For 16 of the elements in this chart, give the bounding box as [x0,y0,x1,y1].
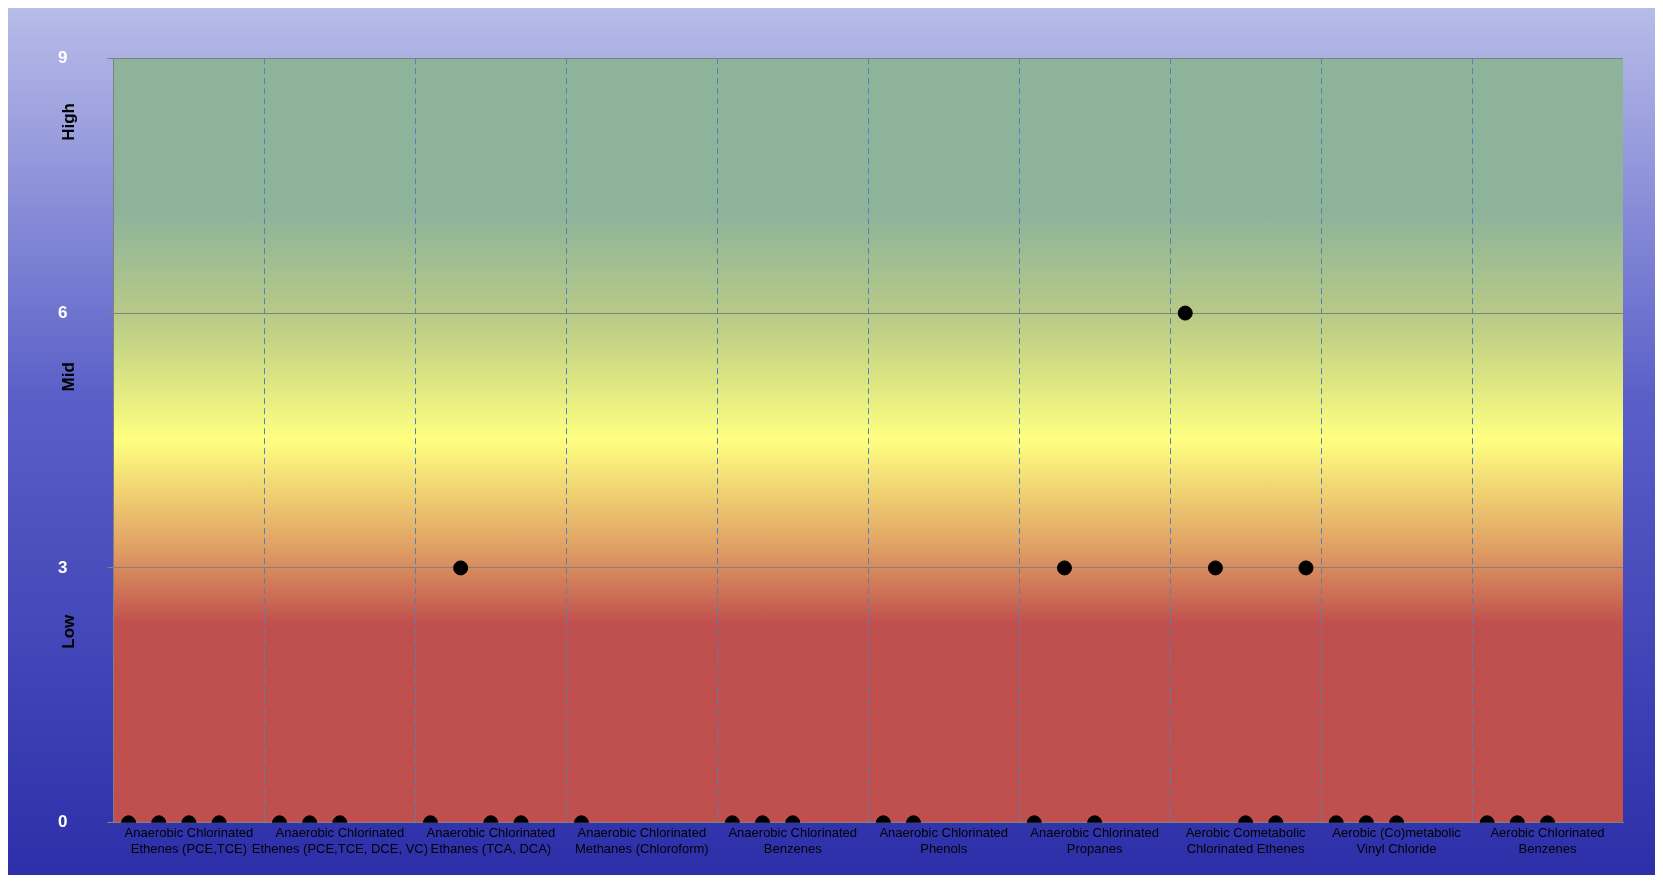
x-tick-label: Aerobic Cometabolic Chlorinated Ethenes [1185,825,1307,856]
text: High [59,103,79,141]
y-tick-label: 9 [57,47,68,67]
x-tick-label: Anaerobic Chlorinated Propanes [1030,825,1159,856]
text: Low [59,613,79,649]
x-tick-label: Anaerobic Chlorinated Ethanes (TCA, DCA) [426,825,556,856]
y-tick-label: 6 [57,302,68,322]
x-tick-label: Anaerobic Chlorinated Ethenes (PCE,TCE) [124,825,254,856]
x-tick-label: Anaerobic Chlorinated Methanes (Chloroform) [574,825,709,856]
x-tick-label: Anaerobic Chlorinated Phenols [879,825,1009,856]
x-tick-label: Aerobic (Co)metabolic Vinyl Chloride [1332,825,1462,856]
x-tick-label: Anaerobic Chlorinated Benzenes [728,825,858,856]
y-tick-label: 3 [57,557,68,577]
y-tick-label: 0 [57,812,68,832]
text: Mid [59,362,79,392]
x-tick-label: Aerobic Chlorinated Benzenes [1490,825,1605,856]
